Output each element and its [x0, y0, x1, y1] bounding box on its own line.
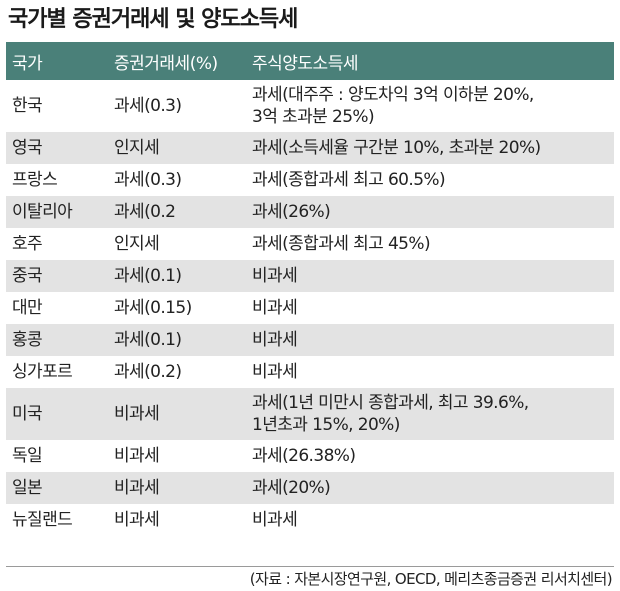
capital-gains-tax-cell: 과세(종합과세 최고 60.5%) — [252, 170, 446, 190]
country-cell: 홍콩 — [6, 324, 108, 356]
cell-line: 과세(대주주 : 양도차익 3억 이하분 20%, — [252, 85, 534, 105]
header-country: 국가 — [6, 42, 108, 80]
table-row: 뉴질랜드 비과세 비과세 — [6, 504, 614, 536]
table-row: 대만 과세(0.15) 비과세 — [6, 292, 614, 324]
capital-gains-tax-cell: 비과세 — [252, 362, 298, 382]
capital-gains-tax-cell: 과세(종합과세 최고 45%) — [252, 234, 431, 254]
table-row: 영국 인지세 과세(소득세율 구간분 10%, 초과분 20%) — [6, 132, 614, 164]
transaction-tax-cell: 과세(0.3) — [114, 96, 182, 116]
table-row: 호주 인지세 과세(종합과세 최고 45%) — [6, 228, 614, 260]
capital-gains-tax-cell: 비과세 — [246, 324, 614, 356]
country-cell: 싱가포르 — [12, 362, 73, 382]
capital-gains-tax-cell: 과세(소득세율 구간분 10%, 초과분 20%) — [246, 132, 614, 164]
transaction-tax-cell: 과세(0.2 — [108, 196, 246, 228]
table-row: 중국 과세(0.1) 비과세 — [6, 260, 614, 292]
table-row: 이탈리아 과세(0.2 과세(26%) — [6, 196, 614, 228]
tax-table: 국가 증권거래세(%) 주식양도소득세 한국 과세(0.3) 과세(대주주 : … — [6, 42, 614, 536]
capital-gains-tax-cell: 과세(20%) — [246, 472, 614, 504]
country-cell: 미국 — [6, 388, 108, 440]
transaction-tax-cell: 과세(0.1) — [108, 324, 246, 356]
table-row: 한국 과세(0.3) 과세(대주주 : 양도차익 3억 이하분 20%, 3억 … — [6, 80, 614, 132]
page-title: 국가별 증권거래세 및 양도소득세 — [8, 7, 298, 32]
transaction-tax-cell: 비과세 — [108, 388, 246, 440]
cell-line: 1년초과 15%, 20%) — [252, 415, 400, 435]
transaction-tax-cell: 인지세 — [108, 132, 246, 164]
country-cell: 영국 — [6, 132, 108, 164]
header-transaction-tax: 증권거래세(%) — [108, 42, 246, 80]
transaction-tax-cell: 인지세 — [114, 234, 160, 254]
country-cell: 일본 — [6, 472, 108, 504]
country-cell: 프랑스 — [12, 170, 58, 190]
cell-line: 3억 초과분 25%) — [252, 107, 375, 127]
capital-gains-tax-cell: 과세(1년 미만시 종합과세, 최고 39.6%, 1년초과 15%, 20%) — [246, 388, 614, 440]
country-cell: 대만 — [12, 298, 43, 318]
transaction-tax-cell: 과세(0.1) — [108, 260, 246, 292]
country-cell: 독일 — [12, 446, 43, 466]
capital-gains-tax-cell: 과세(26.38%) — [252, 446, 356, 466]
source-note: (자료 : 자본시장연구원, OECD, 메리츠종금증권 리서치센터) — [249, 570, 613, 588]
header-capital-gains-tax: 주식양도소득세 — [246, 42, 614, 80]
table-bottom-rule — [6, 566, 614, 567]
table-row: 일본 비과세 과세(20%) — [6, 472, 614, 504]
table-row: 싱가포르 과세(0.2) 비과세 — [6, 356, 614, 388]
table-row: 독일 비과세 과세(26.38%) — [6, 440, 614, 472]
capital-gains-tax-cell: 비과세 — [252, 510, 298, 530]
capital-gains-tax-cell: 비과세 — [246, 260, 614, 292]
capital-gains-tax-cell: 비과세 — [252, 298, 298, 318]
table-header-row: 국가 증권거래세(%) 주식양도소득세 — [6, 42, 614, 80]
transaction-tax-cell: 과세(0.15) — [114, 298, 192, 318]
capital-gains-tax-cell: 과세(대주주 : 양도차익 3억 이하분 20%, 3억 초과분 25%) — [246, 80, 614, 132]
capital-gains-tax-cell: 과세(26%) — [246, 196, 614, 228]
transaction-tax-cell: 비과세 — [114, 510, 160, 530]
country-cell: 한국 — [12, 96, 43, 116]
country-cell: 중국 — [6, 260, 108, 292]
country-cell: 호주 — [12, 234, 43, 254]
table-row: 미국 비과세 과세(1년 미만시 종합과세, 최고 39.6%, 1년초과 15… — [6, 388, 614, 440]
country-cell: 이탈리아 — [6, 196, 108, 228]
country-cell: 뉴질랜드 — [12, 510, 73, 530]
cell-line: 과세(1년 미만시 종합과세, 최고 39.6%, — [252, 393, 529, 413]
transaction-tax-cell: 비과세 — [114, 446, 160, 466]
table-row: 프랑스 과세(0.3) 과세(종합과세 최고 60.5%) — [6, 164, 614, 196]
transaction-tax-cell: 비과세 — [108, 472, 246, 504]
transaction-tax-cell: 과세(0.2) — [114, 362, 182, 382]
table-row: 홍콩 과세(0.1) 비과세 — [6, 324, 614, 356]
transaction-tax-cell: 과세(0.3) — [114, 170, 182, 190]
